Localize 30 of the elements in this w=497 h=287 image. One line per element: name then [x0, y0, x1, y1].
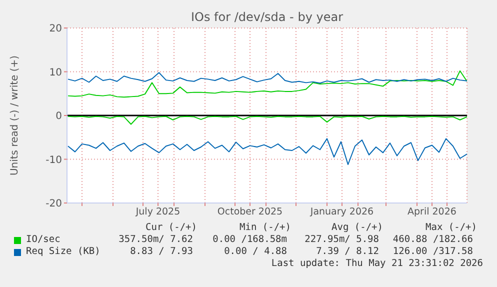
y-tick-label: 0: [56, 111, 62, 122]
text: Last update: Thu May 21 23:31:02 2026: [271, 258, 483, 269]
y-tick-label: 20: [49, 24, 62, 35]
text: 460.88 /182.66: [392, 234, 473, 245]
chart-title: IOs for /dev/sda - by year: [190, 10, 344, 24]
text: 7.39 / 8.12: [316, 246, 379, 257]
x-tick-label: April 2026: [408, 206, 456, 218]
legend-label: Req Size (KB): [26, 246, 100, 257]
text: 8.83 / 7.93: [130, 246, 193, 257]
text: Min (-/+): [240, 222, 291, 233]
y-tick-label: -10: [46, 154, 62, 166]
y-tick-label: 10: [49, 67, 62, 78]
text: 0.00 / 4.88: [224, 246, 287, 257]
y-tick-label: -20: [46, 198, 62, 210]
line-series: [68, 116, 467, 125]
x-tick-label: January 2026: [309, 206, 374, 218]
text: 227.95m/ 5.98: [304, 234, 379, 245]
text: 126.00 /317.58: [392, 246, 473, 257]
text: 0.00 /168.58m: [212, 234, 287, 245]
y-axis-title: Units read (-) / write (+): [10, 55, 21, 176]
x-tick-label: July 2025: [134, 206, 180, 218]
text: Avg (-/+): [332, 222, 383, 233]
text: Cur (-/+): [146, 222, 197, 233]
legend-label: IO/sec: [26, 234, 60, 245]
x-tick-label: October 2025: [217, 206, 283, 218]
text: 357.50m/ 7.62: [118, 234, 193, 245]
line-series: [68, 138, 467, 165]
text: Max (-/+): [426, 222, 477, 233]
line-series: [68, 70, 467, 98]
line-series: [68, 72, 467, 84]
